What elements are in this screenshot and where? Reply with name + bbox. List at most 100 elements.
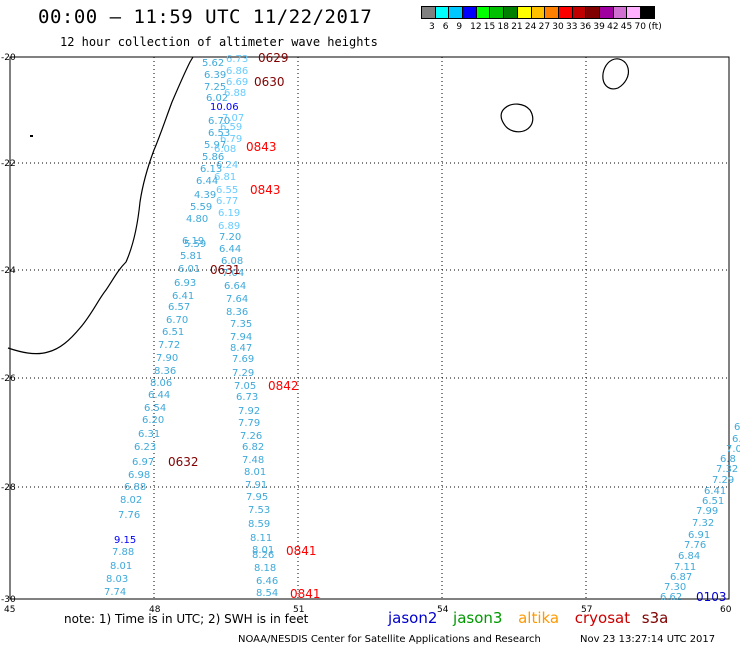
wave-height-value: 7.94 [230,332,252,343]
wave-height-value: 6.79 [220,134,242,145]
footer-note: note: 1) Time is in UTC; 2) SWH is in fe… [64,612,309,626]
small-islet [30,135,33,137]
africa-coastline [7,56,194,355]
pass-time-label: 0631 [210,263,241,277]
wave-height-value: 6.23 [134,442,156,453]
legend-label: 30 [552,22,564,32]
wave-height-value: 7.69 [232,354,254,365]
wave-height-value: 6.54 [144,403,166,414]
wave-height-value: 6.70 [208,116,230,127]
wave-height-value: 5.62 [202,58,224,69]
wave-height-value: 7.76 [684,540,706,551]
mauritius-island [602,58,630,90]
pass-time-label: 0843 [246,140,277,154]
lon-label: 54 [437,605,449,615]
wave-height-value: 6.73 [226,54,248,65]
pass-time-label: 0103 [696,590,727,604]
legend-label: 33 [566,22,578,32]
wave-height-value: 7.53 [248,505,270,516]
wave-height-value: 6.44 [148,390,170,401]
pass-time-label: 0632 [168,455,199,469]
legend-swatch [640,6,655,19]
wave-height-value: 7.64 [226,294,248,305]
legend-label: 18 [497,22,509,32]
wave-height-value: 6.44 [219,244,241,255]
sat-jason2: jason2 [388,609,438,627]
wave-height-value: 8.01 [244,467,266,478]
wave-height-value: 6.53 [208,128,230,139]
wave-height-value: 4.39 [194,190,216,201]
lat-label: -28 [1,483,16,493]
wave-height-value: 6.59 [220,122,242,133]
wave-height-value: 6.62 [660,592,682,603]
wave-height-value: 6.13 [200,164,222,175]
satellite-legend: jason2 jason3 altika cryosat s3a [388,608,668,627]
wave-height-value: 7.74 [104,587,126,598]
lon-label: 51 [293,605,304,615]
wave-height-value: 6.87 [670,572,692,583]
wave-height-value: 5.59 [190,202,212,213]
wave-height-value: 8.59 [248,519,270,530]
wave-height-value: 6.8 [720,454,736,465]
wave-height-value: 6.88 [224,88,246,99]
wave-height-value: 8.54 [256,588,278,599]
lat-label: -30 [1,595,16,605]
wave-height-value: 7.90 [156,353,178,364]
wave-height-value: 8.36 [226,307,248,318]
wave-height-value: 7.79 [238,418,260,429]
wave-height-value: 8.03 [106,574,128,585]
wave-height-value: 6.88 [124,482,146,493]
pass-time-label: 0841 [286,544,317,558]
wave-height-value: 6.84 [678,551,700,562]
wave-height-value: 8.47 [230,343,252,354]
wave-height-value: 6.51 [702,496,724,507]
lon-label: 60 [720,605,732,615]
wave-height-value: 10.06 [210,102,239,113]
wave-height-value: 6.64 [224,281,246,292]
wave-height-value: 6.19 [218,208,240,219]
lon-label: 45 [4,605,15,615]
sat-jason3: jason3 [453,609,503,627]
legend-label: 45 [620,22,633,32]
wave-height-value: 7.04 [222,268,244,279]
wave-height-value: 7.95 [246,492,268,503]
wave-height-value: 7.72 [158,340,180,351]
legend-label: (ft) [648,22,662,32]
wave-height-value: 5.81 [180,251,202,262]
wave-height-value: 6.24 [216,160,238,171]
legend-label: 12 [470,22,482,32]
wave-height-value: 8.01 [110,561,132,572]
legend-label: 36 [579,22,592,32]
pass-time-label: 0841 [290,587,321,601]
wave-height-value: 7.20 [219,232,241,243]
wave-height-value: 7.30 [664,582,686,593]
wave-height-value: 5.59 [184,239,206,250]
pass-time-labels: 0629 0630 0843 0843 0631 0842 0632 0841 0841 0103 [168,51,727,604]
wave-height-value: 6.02 [206,93,228,104]
wave-height-value: 6.20 [142,415,164,426]
color-legend: 3 6 9 12 15 18 21 24 27 30 33 36 39 42 45 70 (ft) [421,6,662,32]
legend-label: 70 [634,22,646,32]
wave-height-value: 6.86 [226,66,248,77]
wave-height-value: 6.55 [216,185,238,196]
wave-height-value: 7.29 [232,368,254,379]
wave-height-value: 8.02 [120,495,142,506]
wave-height-value: 6.91 [688,530,710,541]
wave-height-value: 5.97 [204,140,226,151]
wave-height-value: 7.48 [242,455,264,466]
pass-time-label: 0843 [250,183,281,197]
legend-label: 42 [607,22,619,32]
wave-height-value: 7.29 [712,475,734,486]
wave-height-value: 6.08 [221,256,243,267]
wave-height-value: 6.41 [172,291,194,302]
wave-height-value: 6.70 [166,315,188,326]
wave-height-value: 7.26 [240,431,262,442]
legend-labels: 3 6 9 12 15 18 21 24 27 30 33 36 39 42 45 70 (ft) [421,22,731,34]
wave-height-value: 6.51 [162,327,184,338]
wave-height-value: 6.41 [704,486,726,497]
coastline [7,56,630,355]
wave-height-value: 6.89 [218,221,240,232]
legend-label: 39 [593,22,605,32]
legend-label: 24 [524,22,537,32]
